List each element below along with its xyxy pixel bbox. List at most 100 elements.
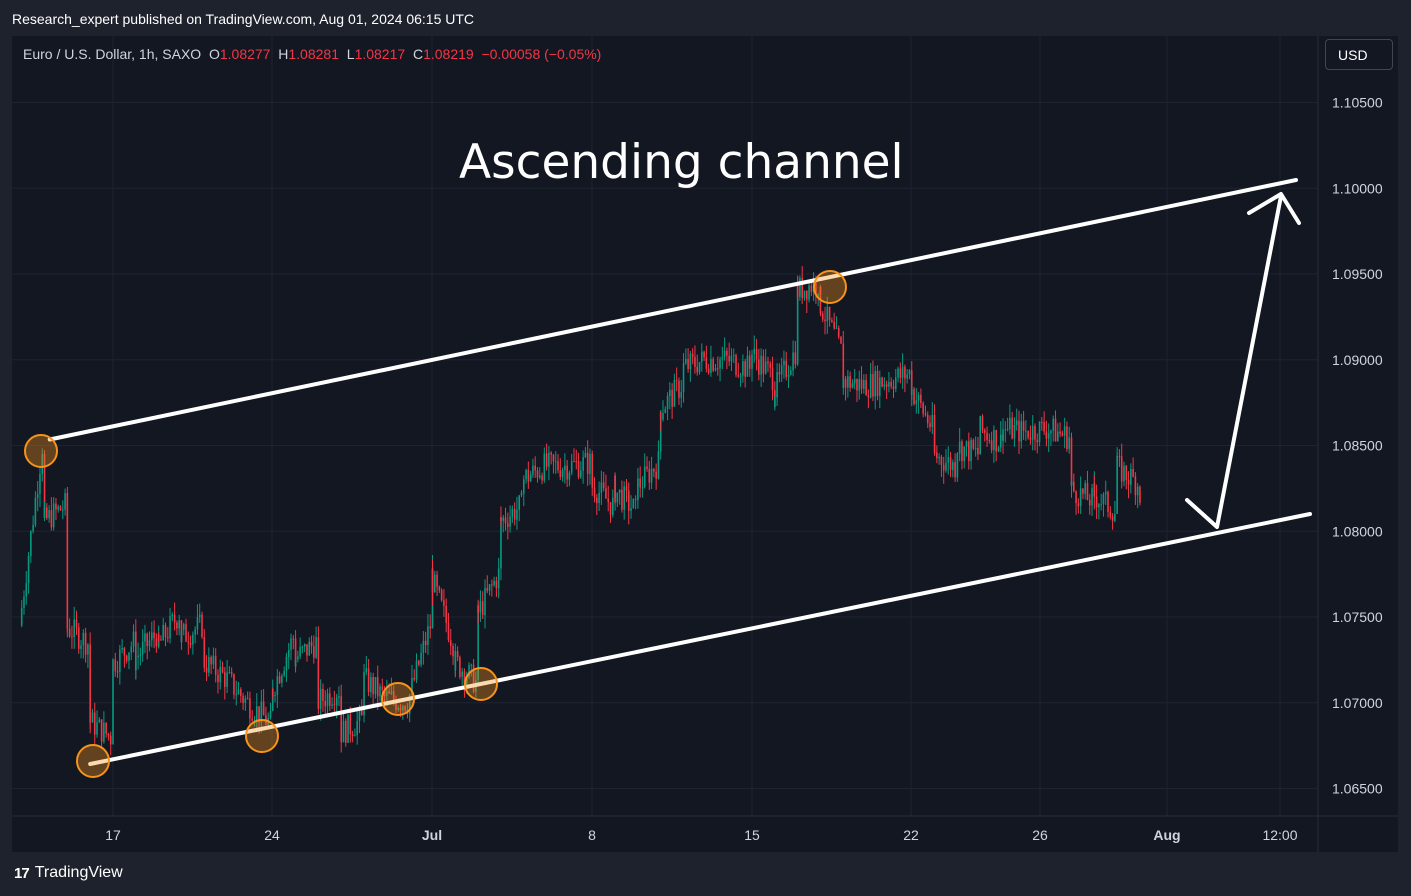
candle-body	[1107, 491, 1109, 513]
candle-body	[1022, 421, 1025, 431]
candle-body	[735, 355, 737, 375]
candle-body	[173, 614, 176, 623]
candle-body	[605, 488, 607, 499]
candle-body	[627, 490, 630, 511]
candle-body	[55, 503, 57, 510]
candle-body	[874, 371, 877, 397]
candle-body	[1102, 494, 1105, 504]
candle-body	[82, 632, 85, 646]
candle-body	[1025, 430, 1027, 432]
candle-body	[260, 701, 263, 723]
candle-body	[545, 453, 548, 467]
candle-body	[607, 498, 610, 503]
candle-body	[810, 285, 813, 293]
candle-body	[876, 371, 879, 397]
candle-body	[879, 377, 881, 397]
candle-body	[383, 689, 386, 696]
candle-body	[974, 447, 977, 449]
candle-body	[522, 479, 525, 494]
candle-body	[922, 402, 924, 414]
candle-body	[1054, 418, 1057, 442]
candle-body	[682, 364, 685, 392]
candle-body	[682, 363, 685, 365]
candle-body	[205, 667, 208, 673]
channel-lower-line	[88, 512, 1312, 766]
candle-body	[977, 447, 979, 455]
candle-body	[961, 441, 963, 462]
candle-body	[155, 638, 158, 647]
candle-body	[77, 627, 80, 649]
candle-body	[783, 360, 785, 366]
candle-body	[93, 712, 96, 735]
candle-body	[739, 375, 742, 377]
candle-body	[936, 452, 938, 459]
candle-body	[826, 306, 829, 322]
candle-body	[160, 639, 162, 641]
candle-body	[363, 687, 365, 716]
candle-body	[817, 294, 819, 296]
candle-body	[283, 670, 285, 676]
candle-body	[43, 507, 46, 518]
tradingview-logo-icon: 17	[14, 864, 30, 882]
candle-body	[714, 368, 717, 371]
candle-body	[148, 640, 151, 647]
candle-body	[303, 644, 306, 647]
currency-button[interactable]: USD	[1325, 39, 1393, 70]
candle-body	[1063, 426, 1066, 436]
candle-body	[650, 469, 653, 483]
candle-body	[91, 712, 94, 723]
candle-body	[1066, 426, 1068, 449]
candle-body	[687, 359, 689, 369]
candle-body	[1116, 456, 1118, 466]
candle-body	[534, 465, 536, 471]
candle-body	[591, 484, 594, 488]
candle-body	[221, 666, 224, 673]
candle-body	[271, 689, 274, 696]
candle-body	[509, 516, 511, 527]
candle-body	[30, 531, 32, 556]
close-value: 1.08219	[423, 46, 474, 62]
time-tick-label: 15	[744, 827, 760, 843]
candle-body	[767, 361, 769, 364]
candle-body	[787, 374, 790, 377]
candle-body	[906, 374, 908, 379]
candle-body	[23, 596, 25, 608]
symbol-name: Euro / U.S. Dollar, 1h, SAXO	[23, 46, 202, 62]
candle-body	[716, 368, 719, 370]
candle-body	[1029, 437, 1032, 440]
candle-body	[169, 616, 171, 639]
candle-body	[956, 453, 959, 455]
candle-body	[114, 659, 117, 672]
candle-body	[198, 614, 201, 618]
candle-body	[586, 452, 589, 474]
candle-body	[614, 475, 616, 503]
change-value: −0.00058 (−0.05%)	[481, 46, 602, 62]
candle-body	[1050, 430, 1052, 434]
candle-body	[360, 708, 363, 716]
candle-body	[1130, 469, 1132, 485]
candle-body	[1011, 417, 1013, 439]
candle-body	[573, 461, 575, 463]
candle-body	[427, 626, 429, 645]
candle-body	[242, 696, 244, 703]
candle-body	[792, 352, 794, 371]
candle-body	[125, 655, 128, 661]
candle-body	[1134, 476, 1137, 496]
candle-body	[746, 355, 749, 377]
candle-body	[335, 697, 338, 706]
candle-body	[1018, 420, 1020, 442]
candle-body	[796, 283, 799, 365]
candle-body	[301, 646, 304, 648]
candle-body	[388, 691, 390, 694]
candle-body	[1020, 421, 1023, 442]
candle-body	[703, 351, 705, 358]
candle-body	[367, 668, 370, 693]
candle-body	[189, 643, 192, 645]
candle-body	[632, 498, 635, 509]
candle-body	[349, 714, 352, 735]
candle-body	[98, 719, 101, 723]
candle-body	[808, 285, 810, 300]
candle-body	[611, 498, 614, 515]
candle-body	[20, 607, 23, 626]
